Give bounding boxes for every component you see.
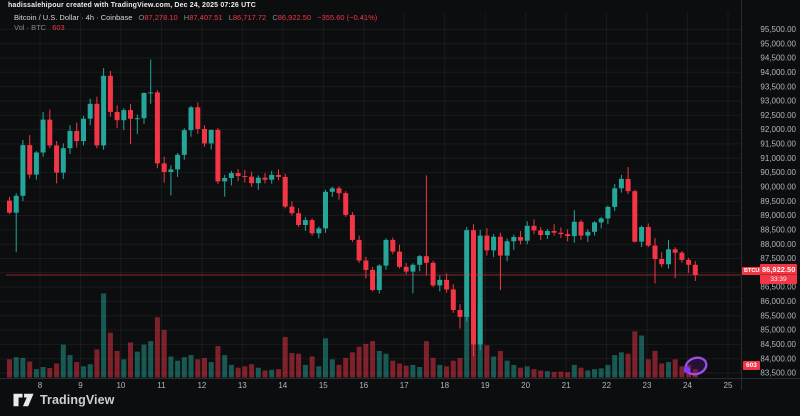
change-value: −355.60 (−0.41%) [317, 13, 378, 22]
svg-text:93,500.00: 93,500.00 [760, 82, 796, 91]
svg-text:93,000.00: 93,000.00 [760, 97, 796, 106]
svg-text:87,500.00: 87,500.00 [760, 254, 796, 263]
svg-text:11: 11 [157, 381, 166, 390]
svg-text:85,000.00: 85,000.00 [760, 326, 796, 335]
close-value: 86,922.50 [277, 13, 312, 22]
svg-text:91,000.00: 91,000.00 [760, 154, 796, 163]
close-key: C [272, 13, 278, 22]
svg-text:19: 19 [481, 381, 490, 390]
candles [7, 59, 698, 357]
svg-text:88,000.00: 88,000.00 [760, 240, 796, 249]
volume-study-value: 603 [52, 22, 65, 32]
svg-text:88,500.00: 88,500.00 [760, 225, 796, 234]
svg-text:86,000.00: 86,000.00 [760, 297, 796, 306]
last-price-label: 86,922.50 33:39 [760, 264, 797, 284]
svg-text:90,500.00: 90,500.00 [760, 168, 796, 177]
svg-text:84,500.00: 84,500.00 [760, 340, 796, 349]
svg-text:22: 22 [602, 381, 611, 390]
svg-text:10: 10 [116, 381, 125, 390]
svg-text:15: 15 [319, 381, 328, 390]
open-key: O [138, 13, 145, 22]
svg-text:8: 8 [38, 381, 43, 390]
open-value: 87,278.10 [144, 13, 178, 22]
svg-text:86,500.00: 86,500.00 [760, 283, 796, 292]
svg-text:92,000.00: 92,000.00 [760, 125, 796, 134]
svg-text:89,000.00: 89,000.00 [760, 211, 796, 220]
y-axis-labels[interactable]: 95,500.00 95,000.00 94,500.00 94,000.00 93,5… [760, 25, 796, 378]
svg-text:85,500.00: 85,500.00 [760, 311, 796, 320]
high-key: H [183, 13, 190, 22]
tradingview-logo-text: TradingView [40, 393, 115, 407]
svg-text:89,500.00: 89,500.00 [760, 197, 796, 206]
svg-text:13: 13 [238, 381, 247, 390]
svg-text:94,500.00: 94,500.00 [760, 54, 796, 63]
svg-text:14: 14 [278, 381, 287, 390]
svg-text:95,500.00: 95,500.00 [760, 25, 796, 34]
x-axis-labels[interactable]: 8 9 10 11 12 13 14 15 16 17 18 19 20 21 22 23 24 25 [38, 381, 733, 390]
watermark-text: hadissalehipour created with TradingView… [8, 2, 256, 9]
svg-text:12: 12 [197, 381, 206, 390]
svg-text:21: 21 [562, 381, 571, 390]
symbol-title: Bitcoin / U.S. Dollar · 4h · Coinbase [14, 13, 133, 22]
svg-text:17: 17 [400, 381, 409, 390]
volume-study-label: Vol · BTC [14, 22, 47, 32]
svg-text:9: 9 [78, 381, 83, 390]
svg-text:20: 20 [521, 381, 530, 390]
bar-countdown: 33:39 [760, 274, 797, 284]
grid [0, 13, 741, 378]
svg-text:16: 16 [359, 381, 368, 390]
svg-text:94,000.00: 94,000.00 [760, 68, 796, 77]
svg-text:23: 23 [643, 381, 652, 390]
svg-text:83,500.00: 83,500.00 [760, 369, 796, 378]
low-value: 86,717.72 [232, 13, 267, 22]
symbol-legend[interactable]: Bitcoin / U.S. Dollar · 4h · Coinbase O8… [14, 13, 377, 32]
last-price-value: 86,922.50 [762, 265, 796, 274]
axis-separators [0, 0, 800, 390]
volume-axis-label: 603 [743, 361, 760, 370]
svg-text:18: 18 [440, 381, 449, 390]
svg-text:84,000.00: 84,000.00 [760, 354, 796, 363]
symbol-tag: BTCUSD [742, 267, 769, 275]
svg-text:25: 25 [724, 381, 733, 390]
purple-ellipse-annotation[interactable] [683, 355, 709, 377]
high-value: 87,407.51 [189, 13, 223, 22]
tradingview-logo[interactable]: TradingView [13, 393, 115, 407]
legend-line-2: Vol · BTC 603 [14, 23, 377, 33]
tradingview-logo-icon [13, 393, 34, 407]
svg-text:90,000.00: 90,000.00 [760, 183, 796, 192]
svg-text:91,500.00: 91,500.00 [760, 140, 796, 149]
low-key: L [228, 13, 233, 22]
svg-text:95,000.00: 95,000.00 [760, 39, 796, 48]
svg-text:24: 24 [683, 381, 692, 390]
svg-text:92,500.00: 92,500.00 [760, 111, 796, 120]
legend-line-1: Bitcoin / U.S. Dollar · 4h · Coinbase O8… [14, 13, 377, 23]
volume-bars [7, 293, 698, 378]
